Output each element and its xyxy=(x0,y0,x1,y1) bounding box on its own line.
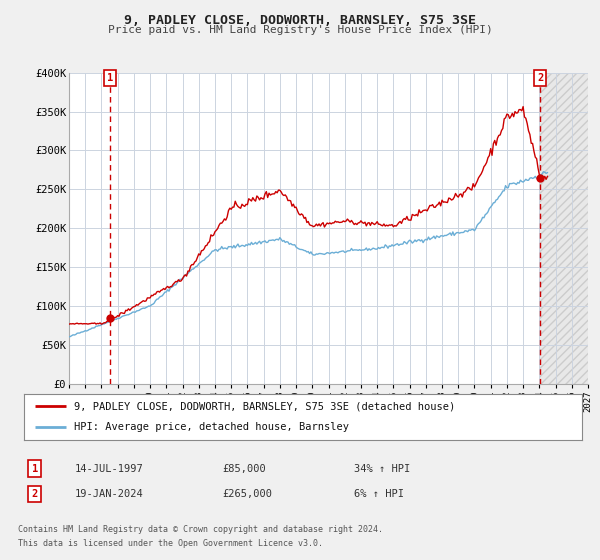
Text: 14-JUL-1997: 14-JUL-1997 xyxy=(75,464,144,474)
Text: This data is licensed under the Open Government Licence v3.0.: This data is licensed under the Open Gov… xyxy=(18,539,323,548)
Text: 2: 2 xyxy=(32,489,38,499)
Text: 9, PADLEY CLOSE, DODWORTH, BARNSLEY, S75 3SE: 9, PADLEY CLOSE, DODWORTH, BARNSLEY, S75… xyxy=(124,14,476,27)
Text: 19-JAN-2024: 19-JAN-2024 xyxy=(75,489,144,499)
Text: 1: 1 xyxy=(32,464,38,474)
Text: Price paid vs. HM Land Registry's House Price Index (HPI): Price paid vs. HM Land Registry's House … xyxy=(107,25,493,35)
Text: HPI: Average price, detached house, Barnsley: HPI: Average price, detached house, Barn… xyxy=(74,422,349,432)
Text: £265,000: £265,000 xyxy=(222,489,272,499)
Text: 2: 2 xyxy=(537,73,543,83)
Text: 9, PADLEY CLOSE, DODWORTH, BARNSLEY, S75 3SE (detached house): 9, PADLEY CLOSE, DODWORTH, BARNSLEY, S75… xyxy=(74,401,455,411)
Bar xyxy=(540,73,588,384)
Text: Contains HM Land Registry data © Crown copyright and database right 2024.: Contains HM Land Registry data © Crown c… xyxy=(18,525,383,534)
Text: £85,000: £85,000 xyxy=(222,464,266,474)
Text: 34% ↑ HPI: 34% ↑ HPI xyxy=(354,464,410,474)
Text: 6% ↑ HPI: 6% ↑ HPI xyxy=(354,489,404,499)
Text: 1: 1 xyxy=(107,73,113,83)
